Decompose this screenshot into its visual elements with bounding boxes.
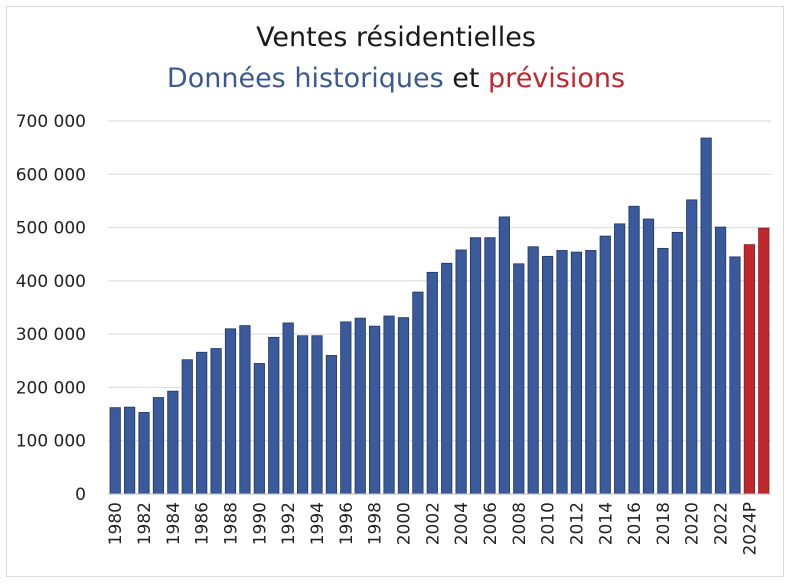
x-tick-label: 2008 — [510, 502, 530, 545]
bar-2006 — [484, 237, 496, 495]
bar-2007 — [498, 216, 510, 495]
bar-2016 — [628, 205, 640, 495]
bar-1996 — [340, 321, 352, 495]
bar-2010 — [542, 255, 554, 495]
y-tick-label: 600 000 — [16, 165, 86, 185]
subtitle-historical: Données historiques — [166, 63, 444, 94]
bar-1984 — [167, 390, 179, 495]
bar-1999 — [383, 315, 395, 495]
bar-2014 — [599, 235, 611, 495]
bar-1995 — [325, 355, 337, 495]
bar-1989 — [239, 325, 251, 495]
bar-2009 — [527, 246, 539, 495]
bar-1982 — [138, 412, 150, 495]
bar-2002 — [426, 271, 438, 495]
x-tick-label: 2014 — [596, 502, 616, 545]
x-axis-ticks: 1980 1982 1984 1986 1988 1990 1992 1994 1996 1998… — [106, 502, 760, 556]
bar-2011 — [556, 250, 568, 495]
x-tick-label: 2018 — [654, 502, 674, 545]
bar-1990 — [253, 363, 265, 495]
x-tick-label: 2012 — [567, 502, 587, 545]
bar-1991 — [268, 336, 280, 495]
bar-2001 — [412, 291, 424, 495]
y-axis-ticks: 0 100 000 200 000 300 000 400 000 500 000 600 … — [16, 112, 86, 505]
x-tick-label: 2010 — [539, 502, 559, 545]
gridlines — [108, 120, 771, 442]
x-tick-label: 2016 — [625, 502, 645, 545]
bar-2024P — [743, 244, 755, 495]
bar-2021 — [700, 137, 712, 495]
chart-frame — [6, 6, 784, 577]
x-tick-label: 1990 — [250, 502, 270, 545]
bar-1998 — [369, 325, 381, 495]
x-tick-label: 1994 — [308, 502, 328, 545]
y-tick-label: 400 000 — [16, 272, 86, 292]
x-tick-label: 2004 — [452, 502, 472, 545]
bar-2017 — [642, 218, 655, 495]
bar-1993 — [296, 335, 309, 495]
x-tick-label: 2022 — [712, 502, 732, 545]
x-tick-label: 1992 — [279, 502, 299, 545]
bar-2018 — [657, 247, 669, 495]
subtitle-and: et — [452, 63, 480, 94]
bar-1985 — [181, 359, 193, 495]
x-tick-label: 1986 — [193, 502, 213, 545]
y-tick-label: 100 000 — [16, 432, 86, 452]
bar-2013 — [585, 250, 597, 495]
bars — [109, 137, 770, 495]
chart-subtitle: Données historiques et prévisions — [0, 63, 792, 94]
bar-2004 — [455, 249, 467, 495]
bar-2012 — [570, 251, 583, 495]
x-tick-label: 2020 — [683, 502, 703, 545]
bar-1994 — [311, 335, 323, 495]
y-tick-label: 700 000 — [16, 112, 86, 132]
bar-2008 — [513, 263, 525, 495]
y-tick-label: 200 000 — [16, 378, 86, 398]
bar-1986 — [196, 351, 208, 495]
bar-2022 — [714, 226, 727, 495]
bar-1983 — [152, 397, 165, 495]
bar-2003 — [441, 262, 453, 495]
bar-2023 — [729, 256, 741, 495]
bar-2019 — [671, 231, 683, 495]
x-tick-label: 1984 — [164, 502, 184, 545]
chart-title: Ventes résidentielles — [256, 22, 536, 53]
x-tick-label: 1996 — [337, 502, 357, 545]
subtitle-forecast: prévisions — [488, 63, 626, 94]
bar-2020 — [686, 199, 698, 495]
x-tick-label: 2024P — [740, 502, 760, 556]
x-tick-label: 1980 — [106, 502, 126, 545]
bar-1981 — [124, 406, 136, 495]
x-tick-label: 1988 — [222, 502, 242, 545]
x-tick-label: 1982 — [135, 502, 155, 545]
bar-1987 — [210, 348, 222, 495]
y-tick-label: 300 000 — [16, 325, 86, 345]
y-tick-label: 0 — [75, 485, 86, 505]
bar-1992 — [282, 322, 294, 495]
bar-1988 — [224, 328, 237, 495]
x-tick-label: 1998 — [366, 502, 386, 545]
bar-2005 — [469, 237, 482, 495]
x-tick-label: 2002 — [423, 502, 443, 545]
bar-2000 — [397, 317, 410, 495]
x-tick-label: 2006 — [481, 502, 501, 545]
bar-1997 — [354, 317, 366, 495]
bar-1980 — [109, 407, 121, 495]
bar-2025P — [758, 227, 770, 495]
bar-2015 — [614, 223, 626, 495]
x-tick-label: 2000 — [394, 502, 414, 545]
y-tick-label: 500 000 — [16, 219, 86, 239]
